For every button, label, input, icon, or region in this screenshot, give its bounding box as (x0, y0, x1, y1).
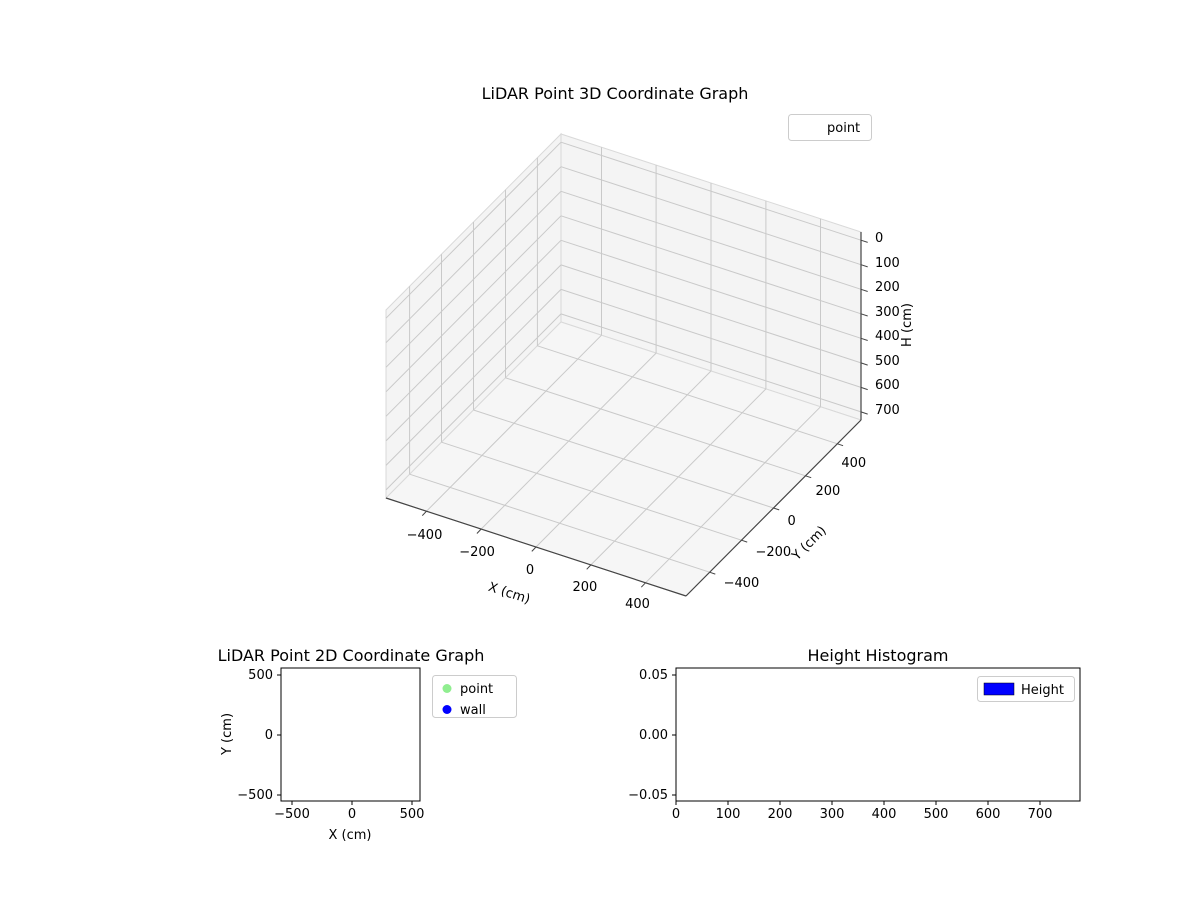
legend-label-point: point (460, 682, 493, 697)
x-tick-label: 0 (672, 807, 680, 822)
y-tick-label: 0 (265, 728, 273, 743)
z-tick-label: 200 (875, 280, 900, 295)
y-axis-label: Y (cm) (220, 713, 235, 756)
plot-histogram-x-tick-labels: 0 100 200 300 400 500 600 700 (672, 807, 1053, 822)
legend-label-point: point (827, 121, 860, 136)
x-tick-label: 400 (872, 807, 897, 822)
legend-frame (432, 675, 517, 718)
y-tick-label: −200 (756, 545, 792, 560)
plot-histogram-ticks (672, 674, 1041, 805)
plot-2d-x-tick-labels: −500 0 500 (274, 807, 424, 822)
legend-marker-point (442, 684, 452, 693)
y-tick-label: 400 (841, 456, 866, 471)
plot-2d: LiDAR Point 2D Coordinate Graph −500 0 5… (218, 646, 517, 843)
z-axis-label: H (cm) (900, 303, 915, 347)
plot-histogram: Height Histogram 0 100 200 300 400 500 6… (628, 646, 1081, 822)
y-tick-label: 500 (248, 668, 273, 683)
z-tick-label: 100 (875, 256, 900, 271)
plot-histogram-legend: Height (977, 676, 1075, 702)
y-tick-label: −500 (237, 788, 273, 803)
y-tick-label: 0.05 (639, 668, 668, 683)
y-tick-label: 200 (816, 484, 841, 499)
plot-3d-legend: point (788, 114, 872, 141)
x-tick-label: −400 (407, 528, 443, 543)
z-tick-label: 400 (875, 329, 900, 344)
plot-histogram-title: Height Histogram (808, 646, 949, 665)
plot-3d: LiDAR Point 3D Coordinate Graph (385, 84, 915, 612)
x-tick-label: 0 (348, 807, 356, 822)
y-tick-label: 0.00 (639, 728, 668, 743)
plot-histogram-y-tick-labels: 0.05 0.00 −0.05 (628, 668, 668, 803)
z-tick-label: 300 (875, 305, 900, 320)
x-tick-label: 600 (976, 807, 1001, 822)
legend-marker-wall (442, 705, 452, 714)
x-tick-label: 500 (400, 807, 425, 822)
x-tick-label: 200 (572, 580, 597, 595)
legend-label-height: Height (1021, 683, 1064, 698)
legend-frame (788, 114, 872, 141)
legend-swatch-height (983, 682, 1015, 696)
z-tick-label: 0 (875, 231, 883, 246)
z-tick-label: 700 (875, 403, 900, 418)
plot-3d-ticks (421, 239, 868, 588)
plot-3d-z-tick-labels: 0 100 200 300 400 500 600 700 (875, 231, 900, 418)
plot-3d-y-tick-labels: −400 −200 0 200 400 (724, 456, 867, 591)
x-axis-label: X (cm) (329, 828, 372, 843)
y-axis-label: Y (cm) (789, 523, 830, 564)
x-tick-label: 100 (716, 807, 741, 822)
x-tick-label: 700 (1028, 807, 1053, 822)
x-tick-label: 200 (768, 807, 793, 822)
z-tick-label: 600 (875, 378, 900, 393)
x-tick-label: 0 (526, 563, 534, 578)
x-tick-label: −500 (274, 807, 310, 822)
plot-3d-x-tick-labels: −400 −200 0 200 400 (407, 528, 650, 612)
legend-label-wall: wall (460, 703, 486, 718)
x-axis-label: X (cm) (486, 580, 532, 608)
y-tick-label: −0.05 (628, 788, 668, 803)
x-tick-label: 400 (625, 597, 650, 612)
x-tick-label: −200 (459, 545, 495, 560)
plot-2d-legend: point wall (432, 675, 517, 718)
y-tick-label: 0 (788, 514, 796, 529)
x-tick-label: 300 (820, 807, 845, 822)
plot-2d-title: LiDAR Point 2D Coordinate Graph (218, 646, 485, 665)
y-tick-label: −400 (724, 576, 760, 591)
plot-3d-grid (385, 141, 862, 584)
z-tick-label: 500 (875, 354, 900, 369)
x-tick-label: 500 (924, 807, 949, 822)
plot-2d-ticks (277, 674, 413, 805)
plot-2d-y-tick-labels: 500 0 −500 (237, 668, 273, 803)
plot-2d-axes-frame (280, 667, 421, 802)
plot-3d-title: LiDAR Point 3D Coordinate Graph (482, 84, 749, 103)
